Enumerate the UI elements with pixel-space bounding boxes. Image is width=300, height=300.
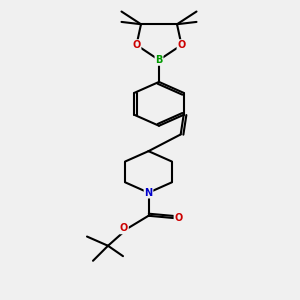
Text: B: B xyxy=(155,55,163,65)
Text: O: O xyxy=(120,224,128,233)
Text: O: O xyxy=(132,40,141,50)
Text: N: N xyxy=(144,188,153,198)
Text: O: O xyxy=(174,213,183,223)
Text: O: O xyxy=(177,40,186,50)
